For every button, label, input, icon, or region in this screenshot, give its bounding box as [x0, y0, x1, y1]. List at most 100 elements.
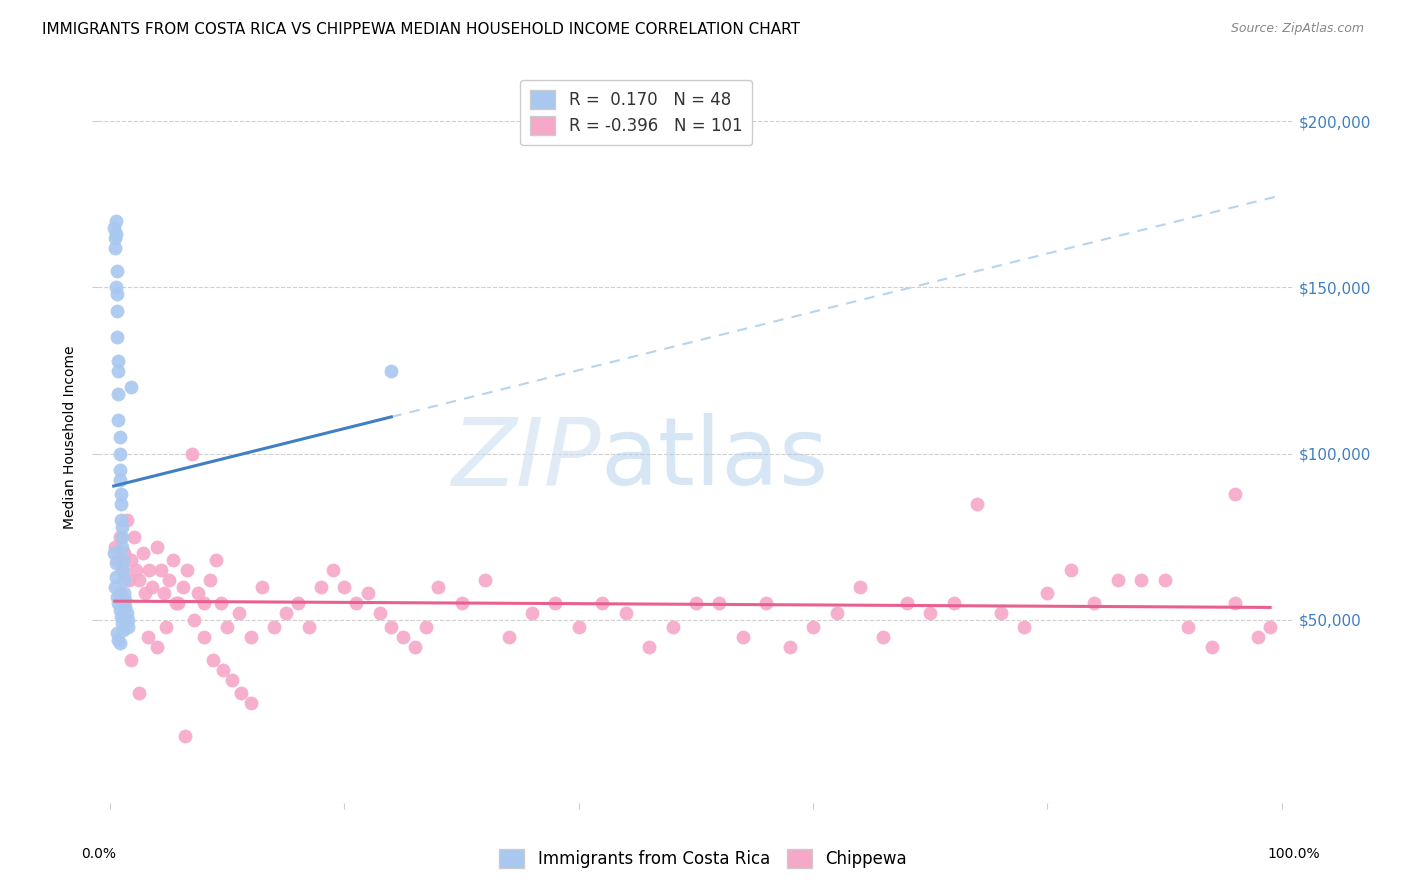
Point: [779, 640, 801, 654]
Point: [146, 540, 169, 554]
Point: [125, 563, 148, 577]
Point: [105, 557, 128, 571]
Point: [105, 264, 128, 278]
Point: [591, 596, 613, 610]
Point: [122, 530, 145, 544]
Point: [1223, 486, 1246, 500]
Point: [110, 486, 132, 500]
Point: [112, 596, 135, 610]
Point: [110, 513, 132, 527]
Point: [162, 553, 184, 567]
Point: [1130, 573, 1153, 587]
Point: [111, 520, 134, 534]
Point: [112, 563, 135, 577]
Point: [544, 596, 567, 610]
Point: [415, 619, 437, 633]
Point: [1107, 573, 1129, 587]
Point: [520, 607, 543, 621]
Point: [157, 573, 180, 587]
Point: [117, 619, 139, 633]
Point: [146, 640, 169, 654]
Legend: R =  0.170   N = 48, R = -0.396   N = 101: R = 0.170 N = 48, R = -0.396 N = 101: [520, 79, 752, 145]
Point: [942, 596, 965, 610]
Point: [474, 573, 496, 587]
Point: [104, 540, 127, 554]
Point: [193, 630, 215, 644]
Point: [141, 580, 163, 594]
Legend: Immigrants from Costa Rica, Chippewa: Immigrants from Costa Rica, Chippewa: [492, 842, 914, 875]
Point: [108, 636, 131, 650]
Point: [105, 214, 128, 228]
Point: [1083, 596, 1105, 610]
Point: [1258, 619, 1281, 633]
Point: [114, 593, 136, 607]
Point: [103, 546, 125, 560]
Point: [221, 673, 243, 687]
Point: [111, 540, 134, 554]
Point: [105, 227, 128, 242]
Point: [104, 580, 127, 594]
Point: [128, 573, 150, 587]
Point: [155, 619, 177, 633]
Point: [450, 596, 472, 610]
Point: [498, 630, 520, 644]
Point: [252, 580, 274, 594]
Point: [172, 580, 194, 594]
Point: [404, 640, 426, 654]
Point: [1060, 563, 1083, 577]
Point: [231, 686, 253, 700]
Point: [134, 586, 156, 600]
Point: [392, 630, 415, 644]
Point: [1153, 573, 1175, 587]
Point: [136, 630, 159, 644]
Point: [105, 330, 128, 344]
Point: [239, 630, 262, 644]
Point: [112, 586, 135, 600]
Point: [108, 447, 131, 461]
Point: [167, 596, 190, 610]
Point: [1036, 586, 1059, 600]
Point: [568, 619, 591, 633]
Point: [731, 630, 754, 644]
Point: [380, 619, 402, 633]
Point: [1247, 630, 1270, 644]
Point: [149, 563, 172, 577]
Point: [174, 729, 197, 743]
Point: [614, 607, 637, 621]
Point: [661, 619, 683, 633]
Point: [112, 623, 135, 637]
Point: [107, 632, 129, 647]
Point: [274, 607, 297, 621]
Point: [107, 353, 129, 368]
Point: [872, 630, 894, 644]
Point: [427, 580, 450, 594]
Point: [107, 596, 129, 610]
Point: [202, 653, 225, 667]
Point: [117, 613, 139, 627]
Point: [115, 607, 138, 621]
Point: [120, 553, 142, 567]
Point: [801, 619, 824, 633]
Point: [108, 586, 131, 600]
Point: [309, 580, 332, 594]
Point: [193, 596, 215, 610]
Point: [183, 613, 205, 627]
Point: [107, 387, 129, 401]
Point: [108, 430, 131, 444]
Point: [176, 563, 198, 577]
Point: [112, 546, 135, 560]
Point: [104, 241, 127, 255]
Point: [111, 563, 134, 577]
Point: [709, 596, 731, 610]
Point: [187, 586, 209, 600]
Point: [120, 653, 142, 667]
Point: [368, 607, 391, 621]
Point: [755, 596, 778, 610]
Point: [114, 599, 136, 614]
Point: [217, 619, 239, 633]
Point: [204, 553, 226, 567]
Point: [105, 287, 128, 301]
Point: [1012, 619, 1035, 633]
Point: [132, 546, 155, 560]
Point: [322, 563, 344, 577]
